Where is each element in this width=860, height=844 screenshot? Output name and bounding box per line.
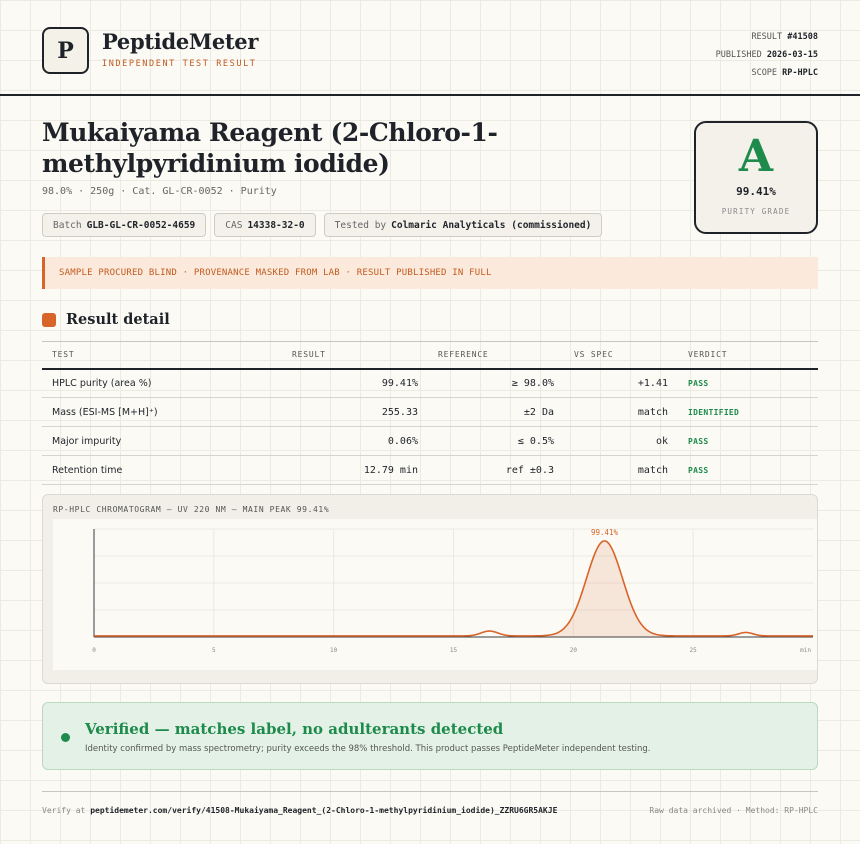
meta-result: RESULT #41508 [751,32,818,42]
verification-banner: Verified — matches label, no adulterants… [42,702,818,770]
col-header-test: TEST [42,341,282,370]
grade-purity: 99.41% [736,185,776,198]
cell-vs-spec: match [564,455,678,485]
x-tick-label: 5 [212,647,216,654]
grade-label: PURITY GRADE [721,207,791,216]
cell-test: Mass (ESI-MS [M+H]⁺) [42,397,282,427]
tested-by-chip: Tested by Colmaric Analyticals (commissio… [323,213,603,237]
cell-test: Retention time [42,455,282,485]
x-tick-label: 15 [450,647,458,654]
section-title: Result detail [66,311,170,328]
table-row: Major impurity 0.06% ≤ 0.5% ok PASS [42,426,818,456]
cell-result: 255.33 [282,397,428,427]
cell-result: 99.41% [282,368,428,398]
cell-test: Major impurity [42,426,282,456]
chromatogram-card: RP-HPLC CHROMATOGRAM — UV 220 NM — MAIN … [42,494,818,684]
grade-letter: A [738,131,774,182]
verification-subtitle: Identity confirmed by mass spectrometry;… [85,744,651,754]
col-header-result: RESULT [282,341,428,370]
verified-status-icon [61,733,70,742]
x-tick-label: 20 [570,647,578,654]
x-tick-label: 25 [690,647,698,654]
section-marker-icon [42,312,56,327]
cell-reference: ≥ 98.0% [428,368,564,398]
report-footer: Verify at peptidemeter.com/verify/41508-… [42,791,818,815]
footer-right: Raw data archived · Method: RP-HPLC [649,806,818,815]
meta-scope: SCOPE RP-HPLC [751,68,818,78]
verification-title: Verified — matches label, no adulterants… [85,720,504,738]
product-subline: 98.0% · 250g · Cat. GL-CR-0052 · Purity [42,186,277,197]
main-peak-area [541,540,668,637]
x-unit-label: min [800,647,811,654]
cell-vs-spec: ok [564,426,678,456]
cell-verdict: PASS [678,455,818,485]
meta-published: PUBLISHED 2026-03-15 [715,50,818,60]
cell-reference: ±2 Da [428,397,564,427]
report-meta: RESULT #41508 PUBLISHED 2026-03-15 SCOPE… [716,28,818,82]
table-header-row: TEST RESULT REFERENCE VS SPEC VERDICT [42,341,818,370]
cell-result: 0.06% [282,426,428,456]
cell-verdict: PASS [678,426,818,456]
cell-verdict: PASS [678,368,818,398]
result-table: TEST RESULT REFERENCE VS SPEC VERDICT HP… [42,341,818,485]
verify-line: Verify at peptidemeter.com/verify/41508-… [42,806,558,815]
report-header: P PeptideMeter INDEPENDENT TEST RESULT R… [0,0,860,96]
purity-grade-card: A 99.41% PURITY GRADE [694,121,818,234]
cell-reference: ≤ 0.5% [428,426,564,456]
product-title: Mukaiyama Reagent (2-Chloro-1-methylpyri… [42,118,498,178]
cell-test: HPLC purity (area %) [42,368,282,398]
table-row: HPLC purity (area %) 99.41% ≥ 98.0% +1.4… [42,368,818,398]
section-heading: Result detail [42,311,170,328]
brand-tagline: INDEPENDENT TEST RESULT [102,59,257,69]
brand-logo: P [42,27,89,74]
product-chips: Batch GLB-GL-CR-0052-4659 CAS 14338-32-0 T… [42,213,603,237]
chromatogram-trace [94,540,813,637]
x-tick-label: 10 [330,647,338,654]
blind-sample-notice: SAMPLE PROCURED BLIND · PROVENANCE MASKE… [42,257,818,289]
col-header-verdict: VERDICT [678,341,818,370]
cell-reference: ref ±0.3 [428,455,564,485]
chromatogram-svg: 99.41% 0 5 10 15 20 25 min [92,528,813,654]
cell-vs-spec: match [564,397,678,427]
cell-verdict: IDENTIFIED [678,397,818,427]
table-row: Retention time 12.79 min ref ±0.3 match … [42,455,818,485]
col-header-vs-spec: VS SPEC [564,341,678,370]
cas-chip: CAS 14338-32-0 [214,213,316,237]
chart-title: RP-HPLC CHROMATOGRAM — UV 220 NM — MAIN … [53,505,330,514]
table-row: Mass (ESI-MS [M+H]⁺) 255.33 ±2 Da match … [42,397,818,427]
cell-vs-spec: +1.41 [564,368,678,398]
col-header-reference: REFERENCE [428,341,564,370]
x-tick-label: 0 [92,647,96,654]
cell-result: 12.79 min [282,455,428,485]
peak-label: 99.41% [591,528,619,537]
verify-link[interactable]: peptidemeter.com/verify/41508-Mukaiyama_… [90,806,558,815]
brand-name: PeptideMeter [102,29,259,54]
batch-chip: Batch GLB-GL-CR-0052-4659 [42,213,207,237]
chromatogram-plot-area: 99.41% 0 5 10 15 20 25 min [53,519,817,670]
